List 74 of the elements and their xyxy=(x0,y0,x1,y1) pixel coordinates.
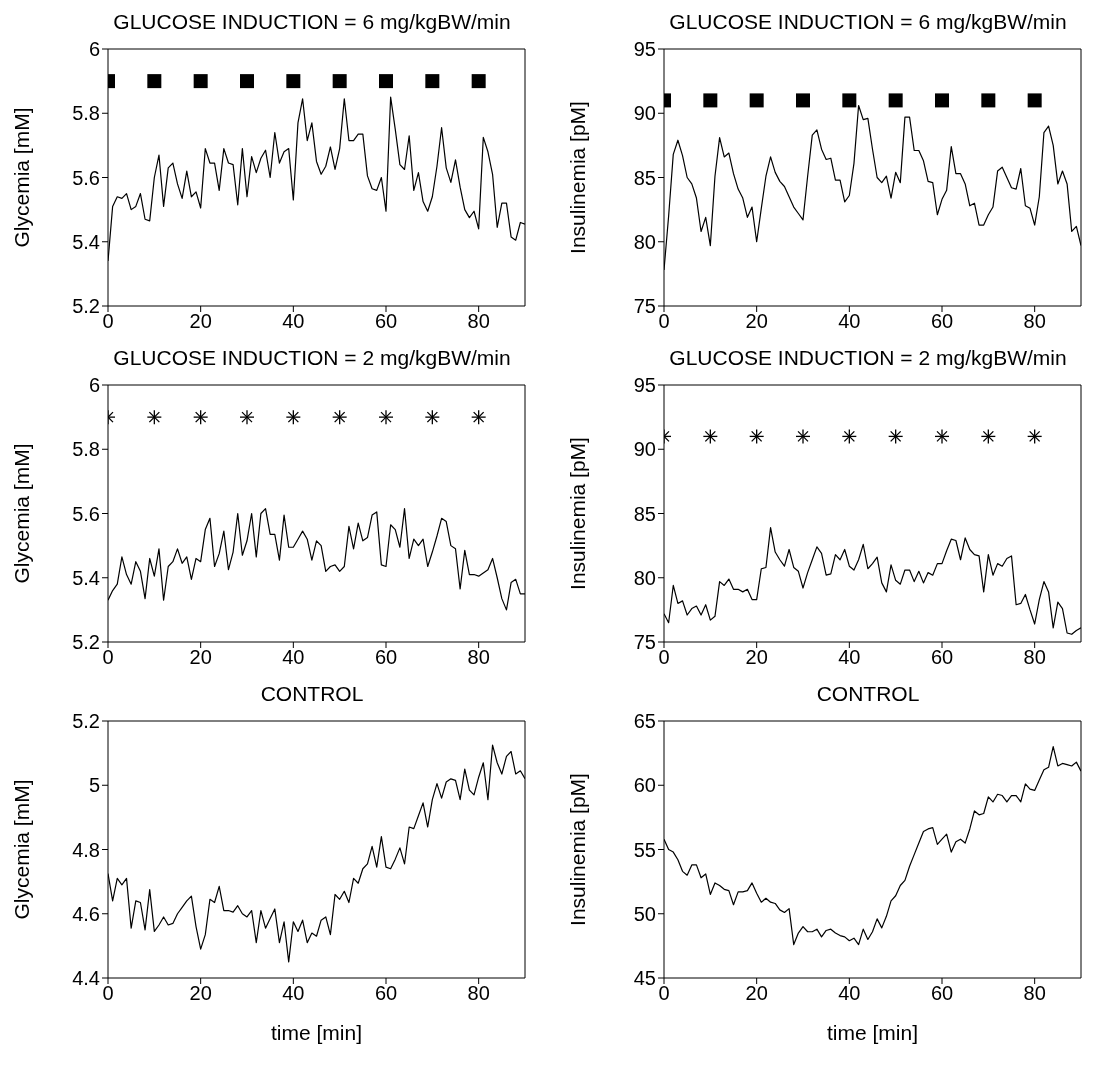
y-axis-title: Insulinemia [pM] xyxy=(566,101,590,254)
x-tick-label: 40 xyxy=(838,646,861,669)
x-tick-label: 0 xyxy=(102,646,114,669)
y-tick-label: 5.4 xyxy=(72,566,100,589)
y-tick-label: 4.4 xyxy=(72,967,100,990)
chart-title: GLUCOSE INDUCTION = 6 mg/kgBW/min xyxy=(668,9,1068,35)
y-tick-label: 6 xyxy=(88,38,100,61)
y-tick-label: 4.6 xyxy=(72,902,100,925)
chart-title: GLUCOSE INDUCTION = 2 mg/kgBW/min xyxy=(112,345,512,371)
y-tick-label: 55 xyxy=(633,838,656,861)
y-tick-label: 65 xyxy=(633,710,656,733)
y-tick-label: 5.2 xyxy=(72,710,100,733)
x-tick-label: 40 xyxy=(838,982,861,1005)
chart-title: GLUCOSE INDUCTION = 2 mg/kgBW/min xyxy=(668,345,1068,371)
x-tick-label: 20 xyxy=(745,310,768,333)
x-tick-label: 80 xyxy=(467,982,490,1005)
x-tick-label: 0 xyxy=(658,982,670,1005)
x-tick-label: 60 xyxy=(374,982,398,1005)
y-tick-label: 5.6 xyxy=(72,502,100,525)
x-tick-label: 40 xyxy=(282,310,305,333)
y-tick-label: 4.8 xyxy=(72,838,100,861)
y-tick-label: 95 xyxy=(633,374,656,397)
y-tick-label: 6 xyxy=(88,374,100,397)
x-tick-label: 60 xyxy=(374,310,398,333)
y-tick-label: 5.8 xyxy=(72,438,100,461)
x-tick-label: 60 xyxy=(930,982,954,1005)
y-axis-title: Insulinemia [pM] xyxy=(566,437,590,590)
x-tick-label: 20 xyxy=(189,982,212,1005)
x-tick-label: 80 xyxy=(1023,646,1046,669)
x-tick-label: 60 xyxy=(930,310,954,333)
y-tick-label: 80 xyxy=(633,230,656,253)
x-tick-label: 80 xyxy=(467,646,490,669)
chart-title: GLUCOSE INDUCTION = 6 mg/kgBW/min xyxy=(112,9,512,35)
y-axis-title: Glycemia [mM] xyxy=(10,443,34,584)
x-tick-label: 60 xyxy=(930,646,954,669)
x-tick-label: 40 xyxy=(282,982,305,1005)
y-tick-label: 90 xyxy=(633,438,656,461)
y-tick-label: 95 xyxy=(633,38,656,61)
x-tick-label: 60 xyxy=(374,646,398,669)
y-tick-label: 5.6 xyxy=(72,166,100,189)
y-tick-label: 85 xyxy=(633,502,656,525)
y-tick-label: 45 xyxy=(633,967,656,990)
y-tick-label: 5 xyxy=(88,774,100,797)
y-tick-label: 75 xyxy=(633,295,656,318)
y-tick-label: 80 xyxy=(633,566,656,589)
x-tick-label: 80 xyxy=(1023,310,1046,333)
x-axis-title: time [min] xyxy=(270,1021,363,1044)
y-tick-label: 90 xyxy=(633,102,656,125)
y-tick-label: 5.8 xyxy=(72,102,100,125)
y-tick-label: 75 xyxy=(633,631,656,654)
y-tick-label: 50 xyxy=(633,902,656,925)
y-tick-label: 60 xyxy=(633,774,656,797)
x-tick-label: 0 xyxy=(658,310,670,333)
x-axis-title: time [min] xyxy=(826,1021,919,1044)
x-tick-label: 20 xyxy=(745,982,768,1005)
x-tick-label: 80 xyxy=(467,310,490,333)
x-tick-label: 20 xyxy=(189,646,212,669)
x-tick-label: 0 xyxy=(658,646,670,669)
x-tick-label: 80 xyxy=(1023,982,1046,1005)
y-tick-label: 5.2 xyxy=(72,295,100,318)
x-tick-label: 0 xyxy=(102,982,114,1005)
x-tick-label: 20 xyxy=(189,310,212,333)
chart-title: CONTROL xyxy=(815,681,921,707)
y-tick-label: 5.2 xyxy=(72,631,100,654)
y-axis-title: Glycemia [mM] xyxy=(10,107,34,248)
y-axis-title: Insulinemia [pM] xyxy=(566,773,590,926)
x-tick-label: 40 xyxy=(282,646,305,669)
y-tick-label: 5.4 xyxy=(72,230,100,253)
y-axis-title: Glycemia [mM] xyxy=(10,779,34,920)
x-tick-label: 40 xyxy=(838,310,861,333)
x-tick-label: 20 xyxy=(745,646,768,669)
y-tick-label: 85 xyxy=(633,166,656,189)
chart-title: CONTROL xyxy=(259,681,365,707)
x-tick-label: 0 xyxy=(102,310,114,333)
